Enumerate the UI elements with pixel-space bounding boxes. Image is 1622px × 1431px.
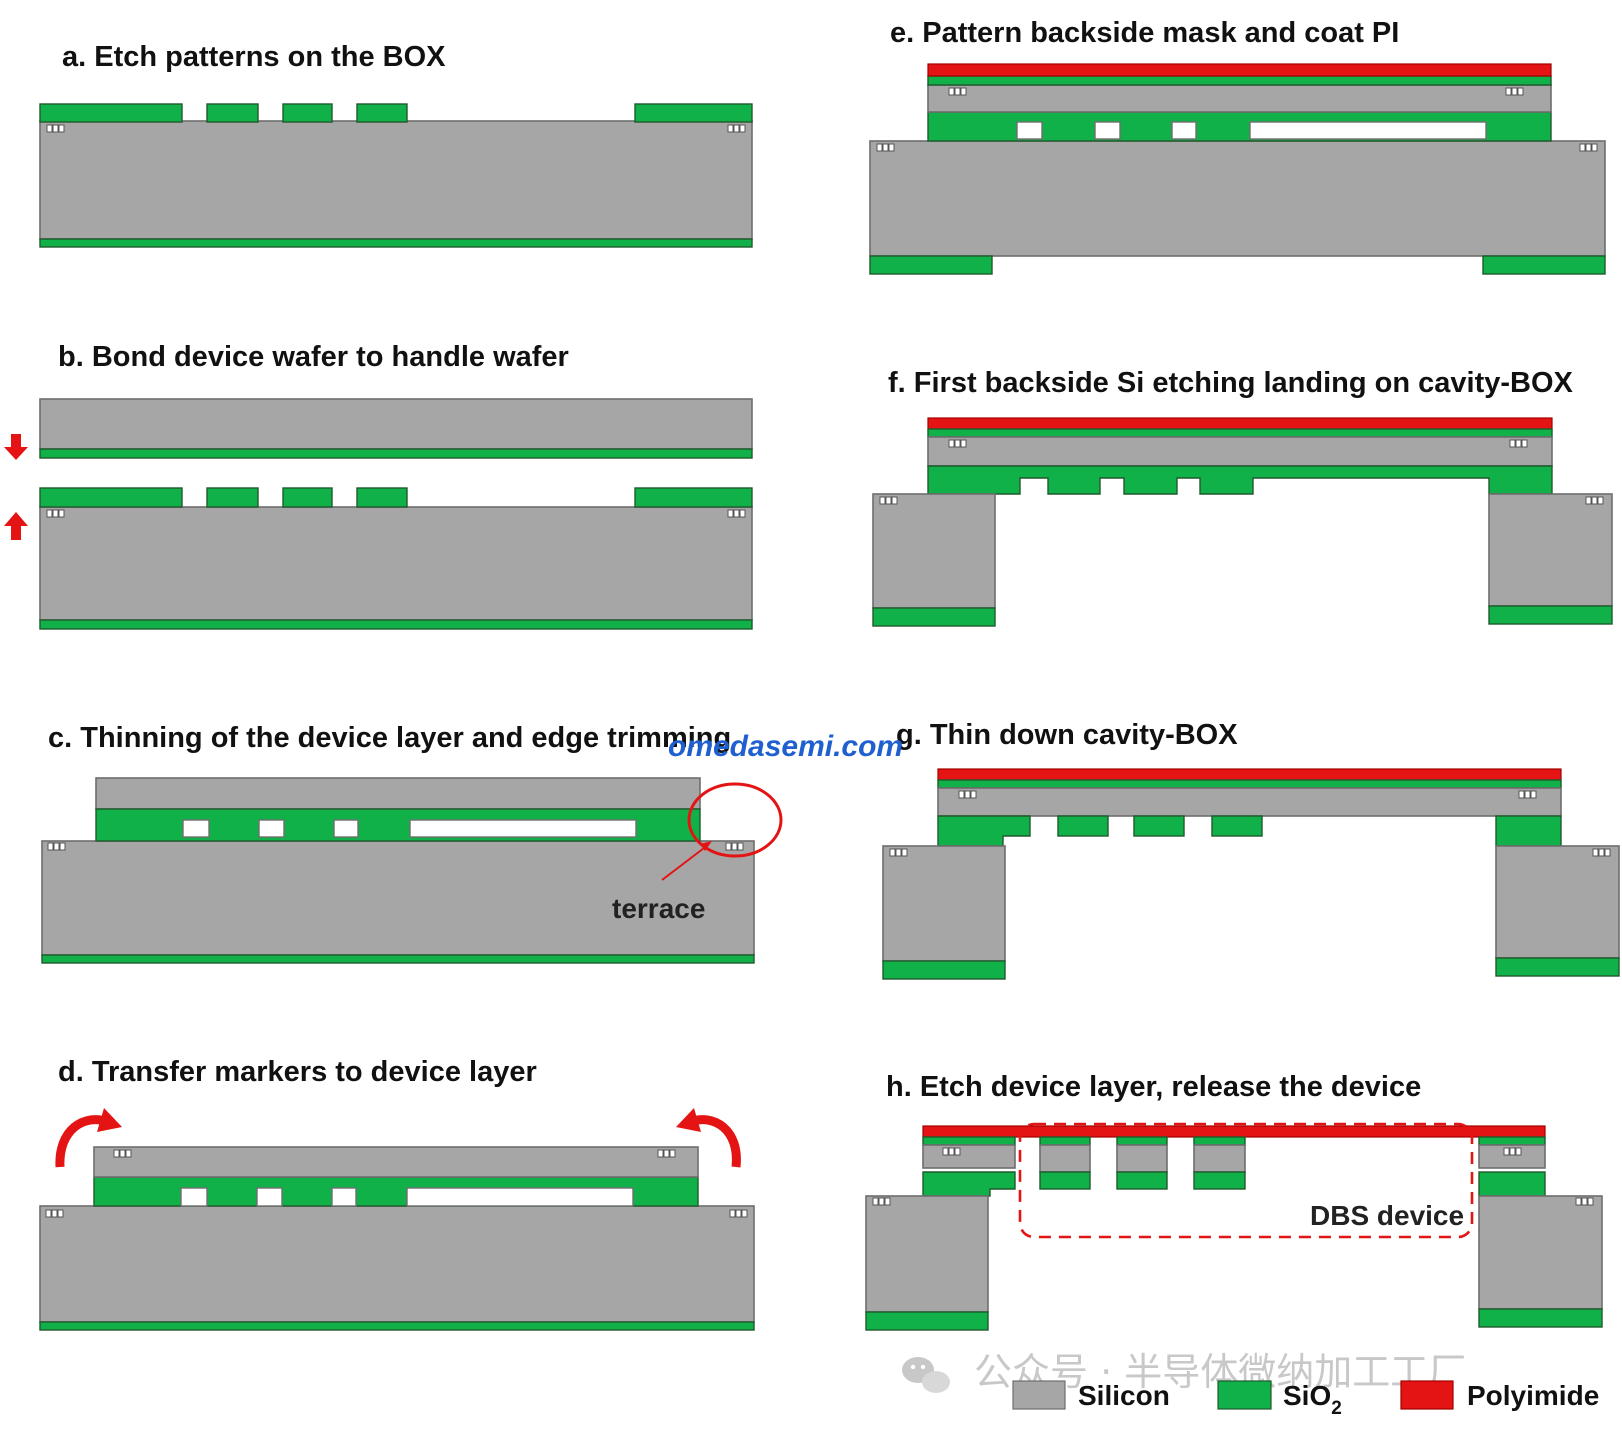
step-b-title: b. Bond device wafer to handle wafer: [58, 341, 569, 373]
step-b-handle-wafer: [39, 487, 753, 630]
step-g-cross-section: [882, 768, 1620, 980]
terrace-pointer-arrow: [661, 844, 709, 881]
terrace-label: terrace: [612, 893, 705, 924]
terrace-pointer-arrowhead: [700, 841, 712, 851]
step-e-cross-section: [869, 63, 1606, 275]
step-g-panel: g. Thin down cavity-BOX: [882, 719, 1620, 980]
step-b-panel: b. Bond device wafer to handle wafer: [4, 341, 753, 630]
step-f-title: f. First backside Si etching landing on …: [888, 367, 1574, 399]
step-a-panel: a. Etch patterns on the BOX: [39, 41, 753, 248]
curved-arrow-right-icon: [676, 1108, 741, 1168]
step-d-cross-section: [39, 1146, 755, 1331]
dbs-device-label: DBS device: [1310, 1200, 1464, 1231]
step-e-panel: e. Pattern backside mask and coat PI: [869, 17, 1606, 275]
step-a-cross-section: [39, 103, 753, 248]
legend: Silicon SiO2 Polyimide: [1012, 1380, 1599, 1419]
step-h-panel: h. Etch device layer, release the device: [865, 1071, 1603, 1331]
legend-sio2-subscript: 2: [1331, 1398, 1342, 1419]
step-d-title: d. Transfer markers to device layer: [58, 1056, 537, 1088]
step-a-title: a. Etch patterns on the BOX: [62, 41, 446, 73]
step-b-device-wafer: [39, 398, 753, 459]
curved-arrow-left-icon: [55, 1108, 122, 1168]
step-h-title: h. Etch device layer, release the device: [886, 1071, 1421, 1103]
step-c-cross-section: [41, 777, 755, 964]
legend-polyimide-label: Polyimide: [1467, 1380, 1599, 1411]
legend-polyimide-swatch: [1400, 1380, 1454, 1410]
step-d-panel: d. Transfer markers to device layer: [39, 1056, 755, 1331]
wechat-watermark: 公众号 · 半导体微纳加工工厂: [902, 1350, 1466, 1394]
url-watermark: omedasemi.com: [668, 730, 903, 763]
step-e-title: e. Pattern backside mask and coat PI: [890, 17, 1399, 49]
terrace-highlight-circle: [687, 782, 783, 858]
legend-sio2-base: SiO: [1283, 1380, 1331, 1411]
dbs-device-outline: [1018, 1122, 1474, 1239]
step-h-cross-section: [865, 1125, 1603, 1331]
step-c-title: c. Thinning of the device layer and edge…: [48, 722, 731, 754]
legend-silicon-label: Silicon: [1078, 1380, 1170, 1411]
step-f-cross-section: [872, 417, 1613, 627]
step-f-panel: f. First backside Si etching landing on …: [872, 367, 1613, 627]
legend-sio2-label: SiO2: [1283, 1380, 1342, 1419]
arrow-down-icon: [4, 434, 28, 460]
legend-sio2-swatch: [1217, 1380, 1272, 1410]
arrow-up-icon: [4, 512, 28, 540]
step-g-title: g. Thin down cavity-BOX: [896, 719, 1238, 751]
legend-silicon-swatch: [1012, 1380, 1066, 1410]
wechat-icon: [902, 1357, 950, 1393]
step-c-panel: c. Thinning of the device layer and edge…: [41, 722, 783, 964]
